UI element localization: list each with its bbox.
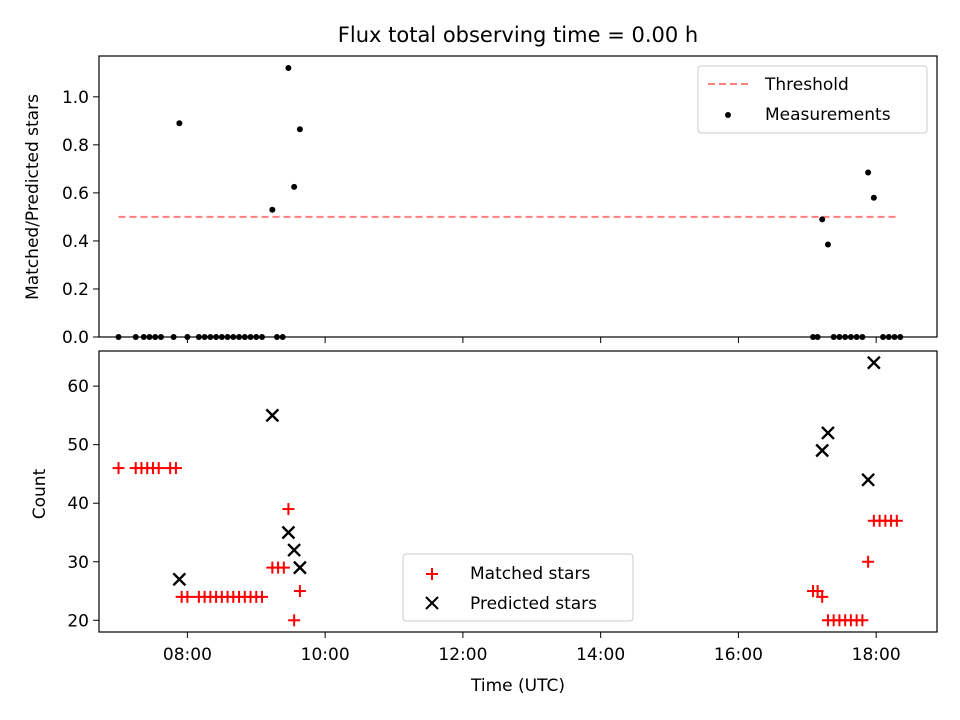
legend-matched-swatch bbox=[426, 568, 438, 580]
top-y-tick-label: 1.0 bbox=[62, 88, 89, 108]
bottom-y-tick-label: 20 bbox=[67, 611, 89, 631]
bottom-legend: Matched stars Predicted stars bbox=[402, 553, 634, 622]
predicted-star-marker bbox=[815, 443, 830, 458]
x-axis-label: Time (UTC) bbox=[470, 676, 565, 696]
matched-star-marker bbox=[181, 590, 194, 603]
measurement-point bbox=[176, 120, 183, 127]
top-plot-area: 0.0 0.2 0.4 0.6 0.8 1.0 bbox=[62, 55, 938, 348]
bottom-y-axis-label: Count bbox=[30, 468, 50, 519]
measurement-point bbox=[870, 194, 877, 201]
legend-predicted-swatch bbox=[425, 596, 439, 610]
matched-star-marker bbox=[816, 590, 829, 603]
bottom-y-tick-label: 40 bbox=[67, 494, 89, 514]
top-y-tick-label: 0.6 bbox=[62, 184, 89, 204]
matched-star-marker bbox=[288, 614, 301, 627]
legend-measurements-swatch bbox=[725, 112, 731, 118]
bottom-plot-area: 20 30 40 50 60 08:00 10:00 12:00 14:00 16:00 18:00 bbox=[67, 350, 938, 665]
predicted-star-marker bbox=[821, 426, 835, 440]
predicted-star-marker bbox=[281, 525, 296, 540]
x-tick-label: 12:00 bbox=[438, 645, 487, 665]
legend-measurements-label: Measurements bbox=[765, 105, 891, 125]
bottom-axes-frame bbox=[98, 350, 938, 633]
matched-star-marker bbox=[277, 561, 290, 574]
top-y-tick-label: 0.8 bbox=[62, 136, 89, 156]
matched-star-marker bbox=[256, 590, 269, 603]
x-tick-label: 14:00 bbox=[576, 645, 625, 665]
predicted-star-marker bbox=[861, 472, 875, 487]
top-legend-box bbox=[697, 65, 928, 134]
matched-star-marker bbox=[112, 462, 125, 475]
top-y-tick-label: 0.2 bbox=[62, 280, 89, 300]
bottom-y-tick-label: 30 bbox=[67, 553, 89, 573]
measurement-point bbox=[824, 241, 831, 248]
x-tick-label: 08:00 bbox=[163, 645, 212, 665]
predicted-star-marker bbox=[867, 355, 881, 370]
predicted-star-marker bbox=[172, 572, 187, 587]
top-chart-title: Flux total observing time = 0.00 h bbox=[338, 23, 698, 47]
predicted-star-marker bbox=[265, 408, 280, 423]
measurement-point bbox=[296, 126, 303, 133]
measurement-point bbox=[291, 183, 298, 190]
predicted-star-marker bbox=[293, 560, 307, 575]
matched-star-marker bbox=[169, 462, 182, 475]
measurement-point bbox=[269, 206, 276, 213]
matched-star-marker bbox=[890, 514, 903, 527]
legend-threshold-label: Threshold bbox=[764, 75, 849, 95]
matched-star-marker bbox=[152, 462, 165, 475]
measurement-point bbox=[865, 169, 872, 176]
measurement-point bbox=[285, 65, 292, 72]
top-y-tick-label: 0.4 bbox=[62, 232, 89, 252]
top-legend: Threshold Measurements bbox=[697, 65, 928, 134]
top-y-axis-label: Matched/Predicted stars bbox=[23, 94, 43, 300]
matched-star-marker bbox=[282, 503, 295, 516]
top-axes-frame bbox=[98, 55, 938, 338]
x-tick-label: 10:00 bbox=[301, 645, 350, 665]
predicted-star-marker bbox=[287, 543, 301, 557]
top-y-tick-label: 0.0 bbox=[62, 328, 89, 348]
matched-star-marker bbox=[856, 614, 869, 627]
legend-matched-label: Matched stars bbox=[470, 564, 590, 584]
matched-star-marker bbox=[293, 585, 306, 598]
bottom-legend-box bbox=[402, 553, 634, 622]
bottom-y-tick-label: 50 bbox=[67, 436, 89, 456]
x-tick-label: 18:00 bbox=[852, 645, 901, 665]
matched-star-marker bbox=[862, 555, 875, 568]
bottom-y-tick-label: 60 bbox=[67, 377, 89, 397]
x-tick-label: 16:00 bbox=[714, 645, 763, 665]
legend-predicted-label: Predicted stars bbox=[470, 594, 597, 614]
measurement-point bbox=[819, 216, 826, 223]
